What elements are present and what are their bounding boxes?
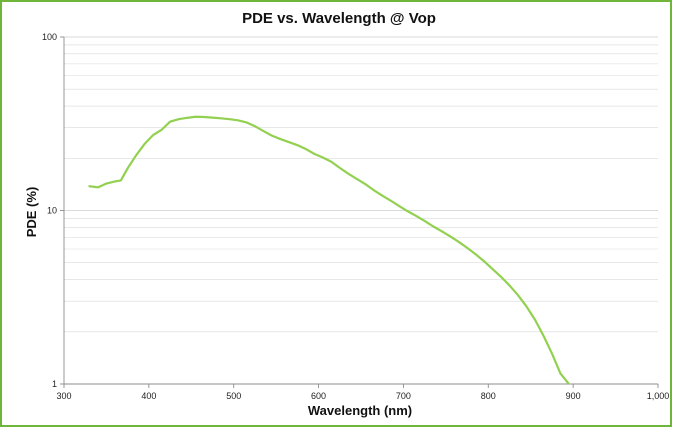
x-tick-label: 300: [56, 391, 71, 401]
x-tick-label: 900: [566, 391, 581, 401]
y-axis-title: PDE (%): [24, 187, 39, 238]
y-tick-label: 100: [42, 32, 57, 42]
series-line-0: [88, 115, 572, 384]
series-layer: [88, 115, 572, 384]
x-tick-label: 700: [396, 391, 411, 401]
chart-title: PDE vs. Wavelength @ Vop: [242, 10, 436, 27]
x-tick-label: 800: [481, 391, 496, 401]
gridlines: [64, 36, 658, 385]
x-tick-label: 600: [311, 391, 326, 401]
x-tick-label: 400: [141, 391, 156, 401]
y-tick-label: 10: [47, 206, 57, 216]
y-tick-label: 1: [52, 379, 57, 389]
x-tick-label: 1,000: [647, 391, 670, 401]
tick-labels: 300 400 500 600 700 800 900 1,000 1 10 100: [42, 32, 669, 401]
x-tick-label: 500: [226, 391, 241, 401]
x-axis-title: Wavelength (nm): [308, 403, 412, 418]
axes: [60, 36, 659, 388]
